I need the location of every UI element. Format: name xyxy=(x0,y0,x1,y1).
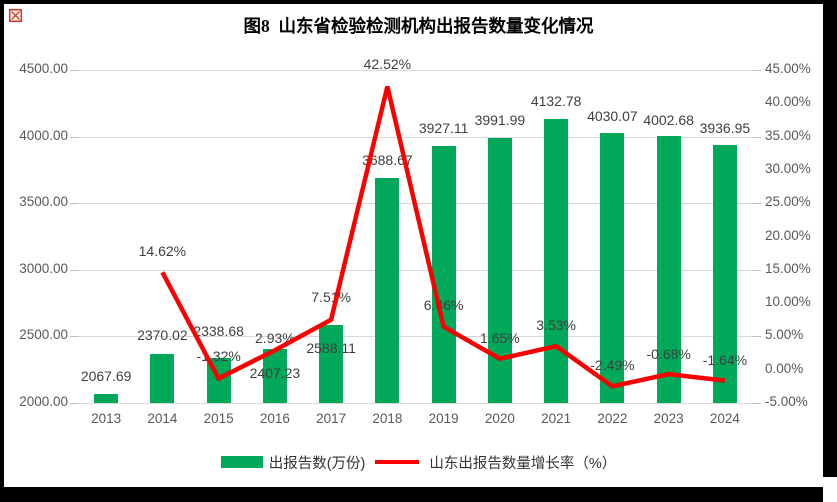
line-value-label: 42.52% xyxy=(363,55,412,72)
x-axis-label-2022: 2022 xyxy=(597,411,628,426)
y2-axis-label: 25.00% xyxy=(765,194,811,209)
right-axis-tick xyxy=(753,336,761,337)
x-axis-label-2013: 2013 xyxy=(91,411,122,426)
y-axis-label: 2500.00 xyxy=(19,327,68,342)
right-axis-tick xyxy=(753,403,761,404)
line-series-legend-swatch xyxy=(375,459,420,465)
bar-value-label: 3688.67 xyxy=(362,152,413,169)
line-value-label: -2.49% xyxy=(590,357,635,374)
gridline xyxy=(78,137,753,138)
chart-legend: 出报告数(万份) 山东出报告数量增长率（%） xyxy=(0,451,837,473)
line-value-label: 1.65% xyxy=(480,329,520,346)
y-axis-label: 3500.00 xyxy=(19,194,68,209)
gridline xyxy=(78,270,753,271)
gridline xyxy=(78,203,753,204)
frame-border-right xyxy=(823,0,837,477)
x-axis-label-2017: 2017 xyxy=(316,411,347,426)
x-axis-label-2016: 2016 xyxy=(259,411,290,426)
bar-2018 xyxy=(375,178,400,403)
line-series-legend-label: 山东出报告数量增长率（%） xyxy=(429,455,617,472)
bar-value-label: 3927.11 xyxy=(418,120,469,137)
gridline xyxy=(78,70,753,71)
bar-value-label: 2588.11 xyxy=(306,339,356,356)
line-value-label: -1.64% xyxy=(702,351,748,368)
bar-value-label: 4002.68 xyxy=(643,112,694,129)
bar-series-legend-label: 出报告数(万份) xyxy=(268,455,366,472)
line-value-label: 14.62% xyxy=(138,243,187,260)
y-axis-label: 3000.00 xyxy=(19,261,68,276)
left-axis-tick xyxy=(70,270,78,271)
bar-2021 xyxy=(544,118,569,403)
y2-axis-label: 35.00% xyxy=(765,128,811,143)
y2-axis-label: 30.00% xyxy=(765,161,811,176)
bar-value-label: 2338.68 xyxy=(193,322,244,339)
left-axis-tick xyxy=(70,336,78,337)
bar-value-label: 3991.99 xyxy=(474,111,526,128)
bar-2019 xyxy=(431,146,456,403)
bar-2013 xyxy=(94,393,119,403)
bar-value-label: 4132.78 xyxy=(530,92,582,109)
x-axis-label-2020: 2020 xyxy=(484,411,515,426)
y-axis-label: 2000.00 xyxy=(19,394,68,409)
line-value-label: 7.51% xyxy=(311,288,351,305)
line-value-label: -0.68% xyxy=(646,346,691,363)
left-axis-tick xyxy=(70,403,78,404)
line-value-label: -1.32% xyxy=(196,348,241,365)
y2-axis-label: 10.00% xyxy=(765,294,811,309)
y-axis-label: 4500.00 xyxy=(19,61,68,76)
right-axis-tick xyxy=(753,203,761,204)
line-value-label: 2.93% xyxy=(255,330,295,347)
y2-axis-label: 15.00% xyxy=(765,261,811,276)
x-axis-label-2023: 2023 xyxy=(653,411,684,426)
bar-2014 xyxy=(150,353,175,403)
line-value-label: 3.53% xyxy=(536,317,576,334)
y-axis-label: 4000.00 xyxy=(19,128,68,143)
x-axis-label-2014: 2014 xyxy=(147,411,178,426)
bar-2017 xyxy=(319,324,344,403)
bar-value-label: 3936.95 xyxy=(699,119,751,136)
y2-axis-label: 45.00% xyxy=(765,61,811,76)
y2-axis-label: 40.00% xyxy=(765,94,811,109)
chart-title: 图8 山东省检验检测机构出报告数量变化情况 xyxy=(243,16,594,36)
x-axis-label-2015: 2015 xyxy=(203,411,234,426)
x-axis-label-2019: 2019 xyxy=(428,411,459,426)
frame-border-left xyxy=(0,0,4,487)
x-axis-label-2018: 2018 xyxy=(372,411,403,426)
line-value-label: 6.46% xyxy=(423,296,464,313)
bar-value-label: 2370.02 xyxy=(137,326,188,343)
right-axis-tick xyxy=(753,270,761,271)
left-axis-tick xyxy=(70,203,78,204)
right-axis-tick xyxy=(753,137,761,138)
bar-series-legend-swatch xyxy=(220,456,263,468)
left-axis-tick xyxy=(70,70,78,71)
y2-axis-label: 20.00% xyxy=(765,228,811,243)
gridline xyxy=(78,403,753,404)
bar-2023 xyxy=(656,136,681,403)
bar-value-label: 2067.69 xyxy=(80,367,132,384)
y2-axis-label: -5.00% xyxy=(765,394,808,409)
y2-axis-label: 0.00% xyxy=(765,361,804,376)
bar-value-label: 2407.23 xyxy=(249,364,301,381)
broken-image-icon xyxy=(9,9,22,22)
left-axis-tick xyxy=(70,137,78,138)
frame-border-top xyxy=(0,0,837,4)
x-axis-label-2021: 2021 xyxy=(541,411,572,426)
frame-border-bottom xyxy=(0,487,823,502)
bar-value-label: 4030.07 xyxy=(587,107,638,124)
bar-2015 xyxy=(206,357,231,403)
bar-2020 xyxy=(487,137,512,403)
x-axis-label-2024: 2024 xyxy=(709,411,740,426)
right-axis-tick xyxy=(753,70,761,71)
y2-axis-label: 5.00% xyxy=(765,327,804,342)
